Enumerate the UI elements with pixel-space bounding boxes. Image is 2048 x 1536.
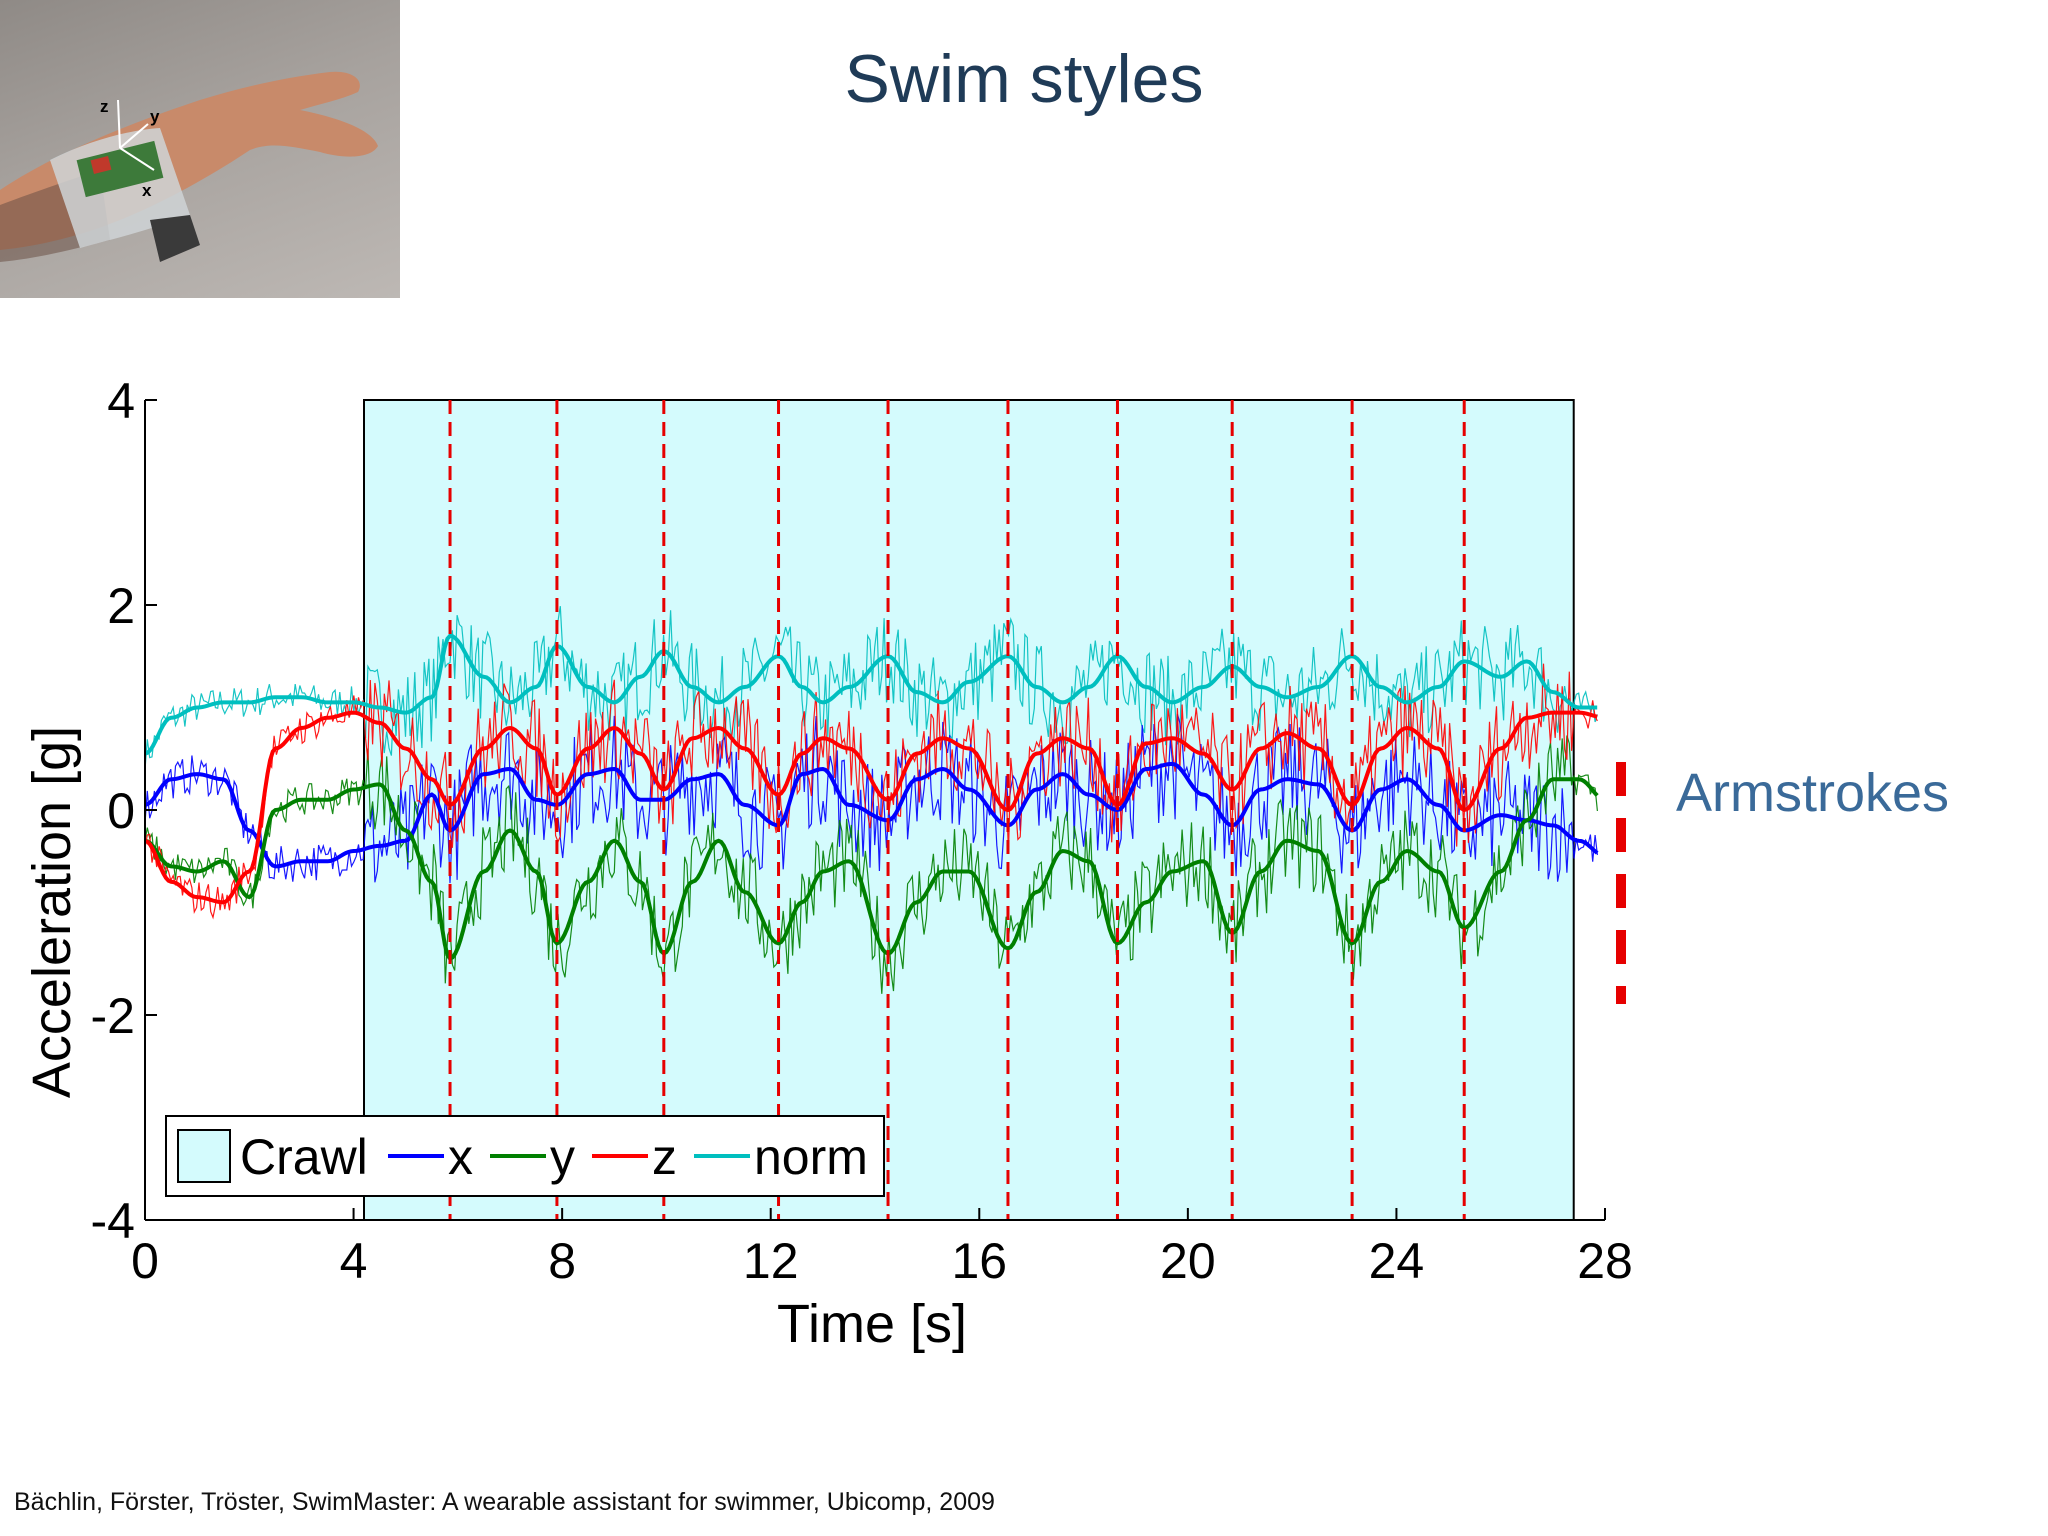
photo-axis-y: y [150,107,160,126]
sensor-chip [90,156,112,174]
y-tick-label: 4 [107,373,135,429]
x-tick-label: 24 [1369,1233,1425,1289]
series-y-smooth [144,777,1599,962]
wrist-sensor-illustration: z y x [0,71,378,262]
legend-crawl-label: Crawl [240,1129,368,1185]
legend-norm-label: norm [754,1129,868,1185]
x-tick-label: 0 [131,1233,159,1289]
x-tick-label: 8 [548,1233,576,1289]
strap-buckle [150,215,200,262]
wrist-sensor-photo: z y x [0,0,400,298]
y-tick-label: 2 [107,578,135,634]
stroke-marker-layer [448,400,1466,1220]
slide-title: Swim styles [844,41,1204,117]
x-tick-label: 12 [743,1233,799,1289]
y-tick-label: 0 [107,783,135,839]
acceleration-chart: 0 4 8 12 16 20 24 28 -4 -2 0 2 4 Crawl x y z norm Ti… [0,360,1640,1360]
series-z-smooth [144,710,1598,905]
legend-z-label: z [652,1129,677,1185]
x-axis-label: Time [s] [777,1294,967,1354]
photo-axis-z: z [100,97,109,116]
x-tick-label: 16 [951,1233,1007,1289]
legend: Crawl x y z norm [165,1115,885,1197]
armstrokes-label: Armstrokes [1676,763,1950,823]
series-x-smooth [144,761,1599,869]
y-axis-line [119,123,149,149]
armstroke-legend-dash [1616,762,1626,1004]
y-tick-label: -2 [91,988,135,1044]
series-norm-smooth [144,633,1598,756]
y-axis-label: Acceleration [g] [22,726,82,1098]
series-y-raw [144,735,1598,994]
z-axis-line [117,99,121,149]
x-tick-label: 20 [1160,1233,1216,1289]
x-tick-label: 4 [340,1233,368,1289]
legend-crawl-swatch [177,1129,231,1183]
series-norm-raw [144,606,1598,770]
legend-y-label: y [550,1129,575,1185]
photo-axis-x: x [142,181,152,200]
x-axis-line [119,147,155,171]
x-tick-label: 28 [1577,1233,1633,1289]
sensor-board [76,140,164,198]
citation: Bächlin, Förster, Tröster, SwimMaster: A… [14,1488,995,1516]
y-tick-label: -4 [91,1193,135,1249]
legend-x-label: x [448,1129,473,1185]
series-layer [144,606,1599,994]
